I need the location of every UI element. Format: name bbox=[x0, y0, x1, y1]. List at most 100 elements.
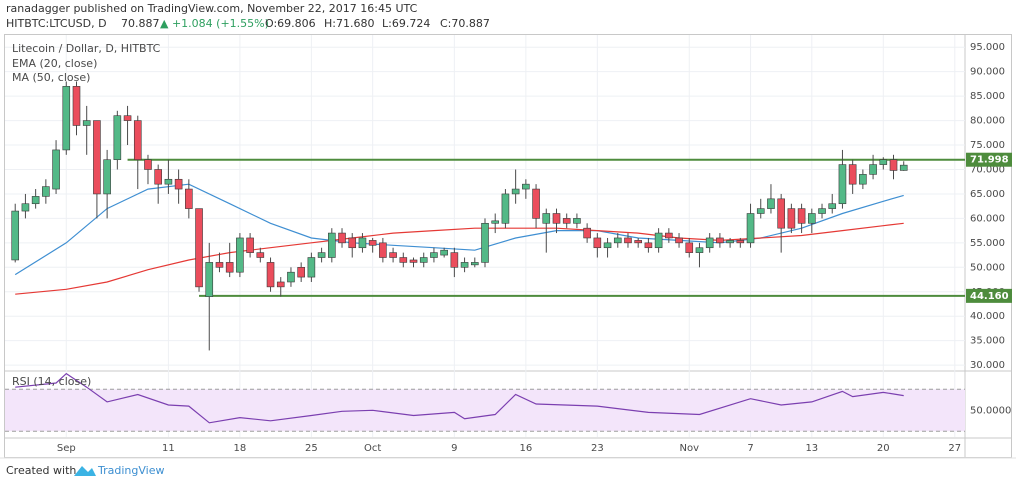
candle-body bbox=[72, 86, 81, 126]
candle-body bbox=[399, 257, 408, 263]
y-tick-label: 85.000 bbox=[970, 91, 1005, 102]
candle-body bbox=[195, 208, 203, 288]
plot: 30.00035.00040.00045.00050.00055.00060.0… bbox=[5, 35, 1012, 454]
y-tick-label: 90.000 bbox=[970, 67, 1005, 78]
candle-body bbox=[869, 164, 877, 175]
candle-body bbox=[236, 237, 244, 273]
level-label: 44.160 bbox=[970, 291, 1009, 302]
candle-body bbox=[726, 240, 734, 244]
y-tick-label: 75.000 bbox=[970, 140, 1005, 151]
candle-body bbox=[797, 208, 806, 224]
x-tick-label: 18 bbox=[234, 443, 247, 454]
rsi-tick-label: 50.0000 bbox=[970, 405, 1011, 416]
x-tick-label: 16 bbox=[519, 443, 532, 454]
candle-body bbox=[185, 188, 193, 209]
y-tick-label: 30.000 bbox=[970, 360, 1005, 371]
publisher: ranadagger published on TradingView.com,… bbox=[6, 2, 418, 15]
candle-body bbox=[808, 213, 816, 224]
candle-body bbox=[767, 198, 775, 209]
candle-body bbox=[756, 208, 765, 214]
candle-body bbox=[603, 242, 612, 249]
footer-text: Created with bbox=[6, 464, 76, 477]
candle-body bbox=[573, 218, 581, 224]
candle-body bbox=[460, 262, 469, 268]
chart-title: Litecoin / Dollar, D, HITBTC bbox=[12, 42, 161, 55]
candle-body bbox=[328, 232, 336, 258]
candle-body bbox=[154, 169, 162, 185]
candle-body bbox=[307, 257, 316, 278]
candle-body bbox=[225, 262, 234, 273]
candle-body bbox=[532, 188, 540, 219]
candle-body bbox=[593, 237, 602, 249]
level-label: 71.998 bbox=[970, 155, 1009, 166]
candle-body bbox=[736, 240, 745, 244]
candle-body bbox=[848, 164, 857, 185]
candle-body bbox=[113, 115, 122, 161]
level-label-bg bbox=[966, 152, 1012, 167]
candle-body bbox=[777, 198, 785, 229]
candle-body bbox=[276, 281, 285, 288]
candle-body bbox=[716, 237, 724, 244]
candle-body bbox=[828, 203, 837, 209]
x-tick-label: 13 bbox=[805, 443, 818, 454]
x-tick-label: 11 bbox=[162, 443, 175, 454]
candle-body bbox=[562, 218, 571, 224]
candle-body bbox=[430, 252, 438, 258]
candle-body bbox=[368, 240, 377, 246]
y-tick-label: 80.000 bbox=[970, 116, 1005, 127]
last-price: 70.887 bbox=[121, 17, 160, 30]
rsi-title: RSI (14, close) bbox=[12, 375, 91, 388]
symbol: HITBTC:LTCUSD, D bbox=[6, 17, 107, 30]
candle-body bbox=[613, 237, 622, 244]
candle-body bbox=[31, 196, 40, 205]
x-tick-label: Nov bbox=[679, 443, 699, 454]
x-tick-label: 20 bbox=[877, 443, 890, 454]
ohlc-high: H:71.680 bbox=[324, 17, 374, 30]
candle-body bbox=[317, 252, 326, 258]
candle-body bbox=[103, 159, 111, 195]
candle-body bbox=[879, 159, 888, 165]
candle-body bbox=[338, 232, 346, 244]
candle-body bbox=[644, 242, 653, 249]
legend-entry: MA (50, close) bbox=[12, 71, 90, 84]
x-tick-label: Sep bbox=[57, 443, 76, 454]
candle-body bbox=[93, 120, 101, 195]
y-tick-label: 40.000 bbox=[970, 311, 1005, 322]
candle-body bbox=[818, 208, 826, 214]
y-tick-label: 50.000 bbox=[970, 262, 1005, 273]
candle-body bbox=[705, 237, 714, 249]
y-tick-label: 60.000 bbox=[970, 213, 1005, 224]
x-tick-label: 7 bbox=[747, 443, 753, 454]
x-tick-label: 25 bbox=[305, 443, 318, 454]
candle-body bbox=[746, 213, 755, 244]
candle-body bbox=[583, 227, 591, 239]
logo bbox=[74, 466, 96, 476]
candle-body bbox=[501, 193, 510, 224]
candle-body bbox=[409, 259, 418, 263]
candle-body bbox=[419, 257, 428, 263]
level-label-bg bbox=[966, 288, 1012, 303]
candle-body bbox=[838, 164, 847, 205]
change: ▲ +1.084 (+1.55%) bbox=[160, 17, 269, 30]
candle-body bbox=[246, 237, 254, 253]
candle-body bbox=[889, 159, 898, 171]
legend-entry: EMA (20, close) bbox=[12, 57, 97, 70]
candle-body bbox=[123, 115, 132, 121]
candle-body bbox=[859, 174, 867, 185]
candle-body bbox=[11, 210, 20, 261]
candle-body bbox=[82, 120, 91, 126]
candle-body bbox=[899, 164, 908, 171]
candle-body bbox=[389, 252, 397, 258]
candle-body bbox=[174, 178, 183, 190]
y-tick-label: 65.000 bbox=[970, 189, 1005, 200]
rsi-line bbox=[15, 372, 904, 424]
candle-body bbox=[440, 249, 448, 256]
candle-body bbox=[685, 242, 694, 253]
x-tick-label: 23 bbox=[591, 443, 604, 454]
x-tick-label: Oct bbox=[364, 443, 381, 454]
candle-body bbox=[470, 262, 479, 266]
candle-body bbox=[675, 237, 683, 244]
candle-body bbox=[144, 159, 152, 170]
candle-body bbox=[52, 149, 60, 190]
